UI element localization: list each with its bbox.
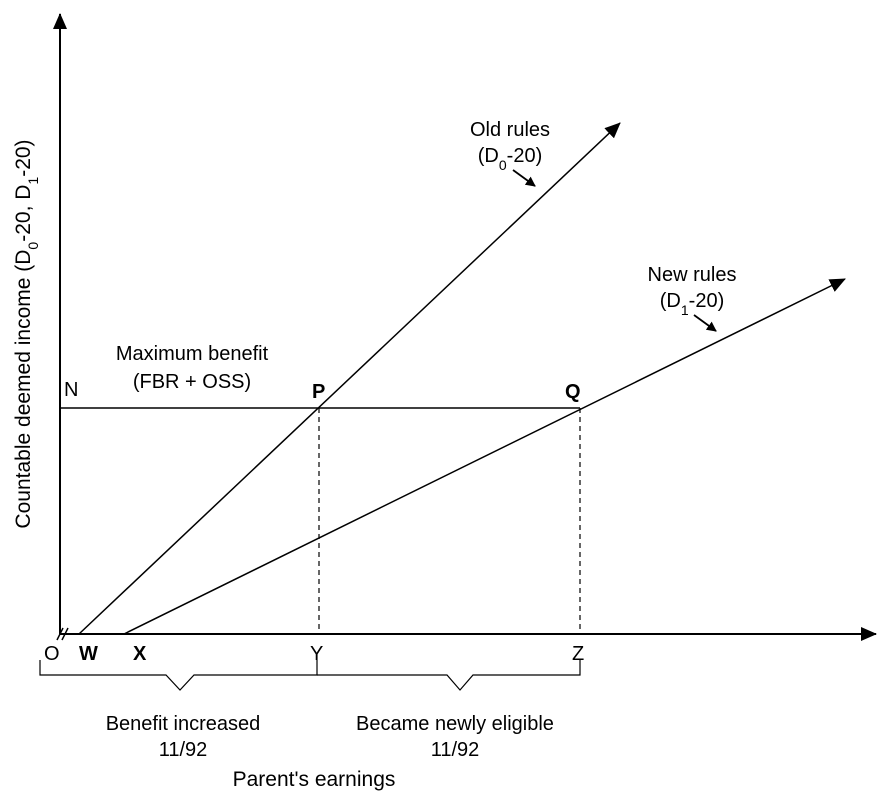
- label-q: Q: [565, 381, 581, 403]
- newly-eligible-date: 11/92: [431, 739, 480, 761]
- label-origin-o: O: [44, 643, 60, 665]
- max-benefit-subtitle: (FBR + OSS): [133, 371, 251, 393]
- label-x: X: [133, 643, 147, 665]
- old-rules-line: [78, 122, 621, 635]
- bracket-newly-eligible: [317, 660, 581, 691]
- x-axis-title: Parent's earnings: [233, 768, 396, 791]
- new-rules-title: New rules: [648, 264, 737, 286]
- label-y: Y: [310, 643, 323, 665]
- label-p: P: [312, 381, 325, 403]
- axis-break-mark: [56, 627, 69, 641]
- label-n: N: [64, 379, 78, 401]
- old-rules-formula: (D0-20): [478, 145, 542, 173]
- old-rules-title: Old rules: [470, 119, 550, 141]
- benefit-increased-label: Benefit increased: [106, 713, 261, 735]
- y-axis-title: Countable deemed income (D0-20, D1-20): [12, 139, 41, 528]
- label-z: Z: [572, 643, 584, 665]
- old-rules-pointer-arrow: [512, 169, 536, 187]
- newly-eligible-label: Became newly eligible: [356, 713, 554, 735]
- label-w: W: [79, 643, 98, 665]
- benefit-increased-date: 11/92: [159, 739, 208, 761]
- max-benefit-title: Maximum benefit: [116, 343, 269, 365]
- new-rules-formula: (D1-20): [660, 290, 724, 318]
- new-rules-pointer-arrow: [693, 314, 717, 332]
- new-rules-line: [123, 278, 846, 635]
